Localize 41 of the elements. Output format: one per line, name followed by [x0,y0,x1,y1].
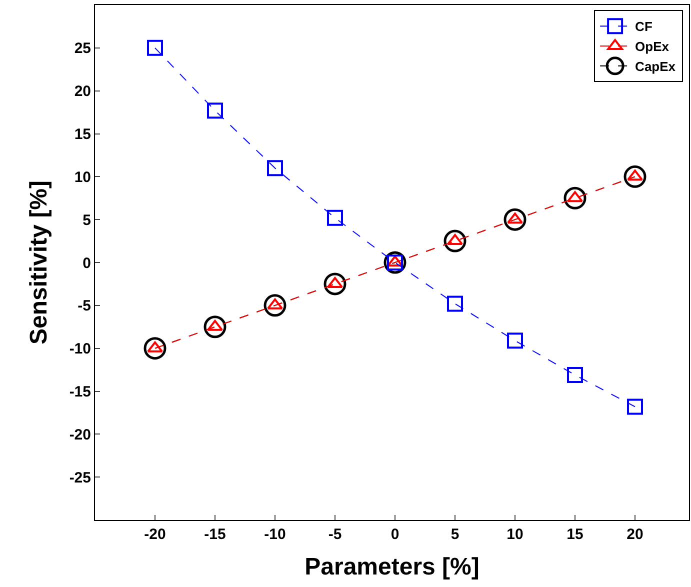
y-tick-label: -15 [69,384,91,400]
y-tick-label: 5 [82,212,91,229]
point [204,316,226,338]
point [144,337,166,360]
y-tick-label: 10 [74,168,91,186]
legend-label: OpEx [635,39,670,54]
x-tick-label: -15 [204,526,226,543]
x-tick-label: 20 [626,526,644,543]
x-tick-label: 5 [450,526,460,543]
point [504,208,526,231]
y-tick-label: -10 [69,340,91,358]
y-tick-label: -20 [69,426,91,444]
point [207,102,223,119]
x-tick-label: -5 [328,526,342,543]
x-tick-label: 15 [566,526,584,543]
x-tick-label: -20 [144,526,166,543]
y-tick-label: -5 [78,298,91,315]
point [327,210,343,226]
x-tick-label: -10 [264,526,286,543]
legend-label: CF [635,19,652,34]
y-tick-label: -25 [69,469,91,486]
point [264,294,286,317]
point [624,165,646,188]
legend-label: CapEx [635,58,676,74]
y-tick-label: 20 [74,83,91,100]
point [324,272,346,296]
point [147,40,163,56]
x-axis-title: Parameters [%] [304,553,480,580]
y-tick-label: 15 [74,126,91,143]
y-tick-label: 0 [82,254,91,272]
point [447,296,463,312]
y-tick-label: 25 [74,40,91,58]
point [444,230,466,252]
y-axis-title: Sensitivity [%] [25,180,52,345]
point [627,398,643,415]
point [267,160,283,176]
point [507,332,523,349]
x-tick-label: 10 [506,526,524,543]
point [564,186,586,210]
point [567,366,583,383]
x-tick-label: 0 [390,526,400,543]
